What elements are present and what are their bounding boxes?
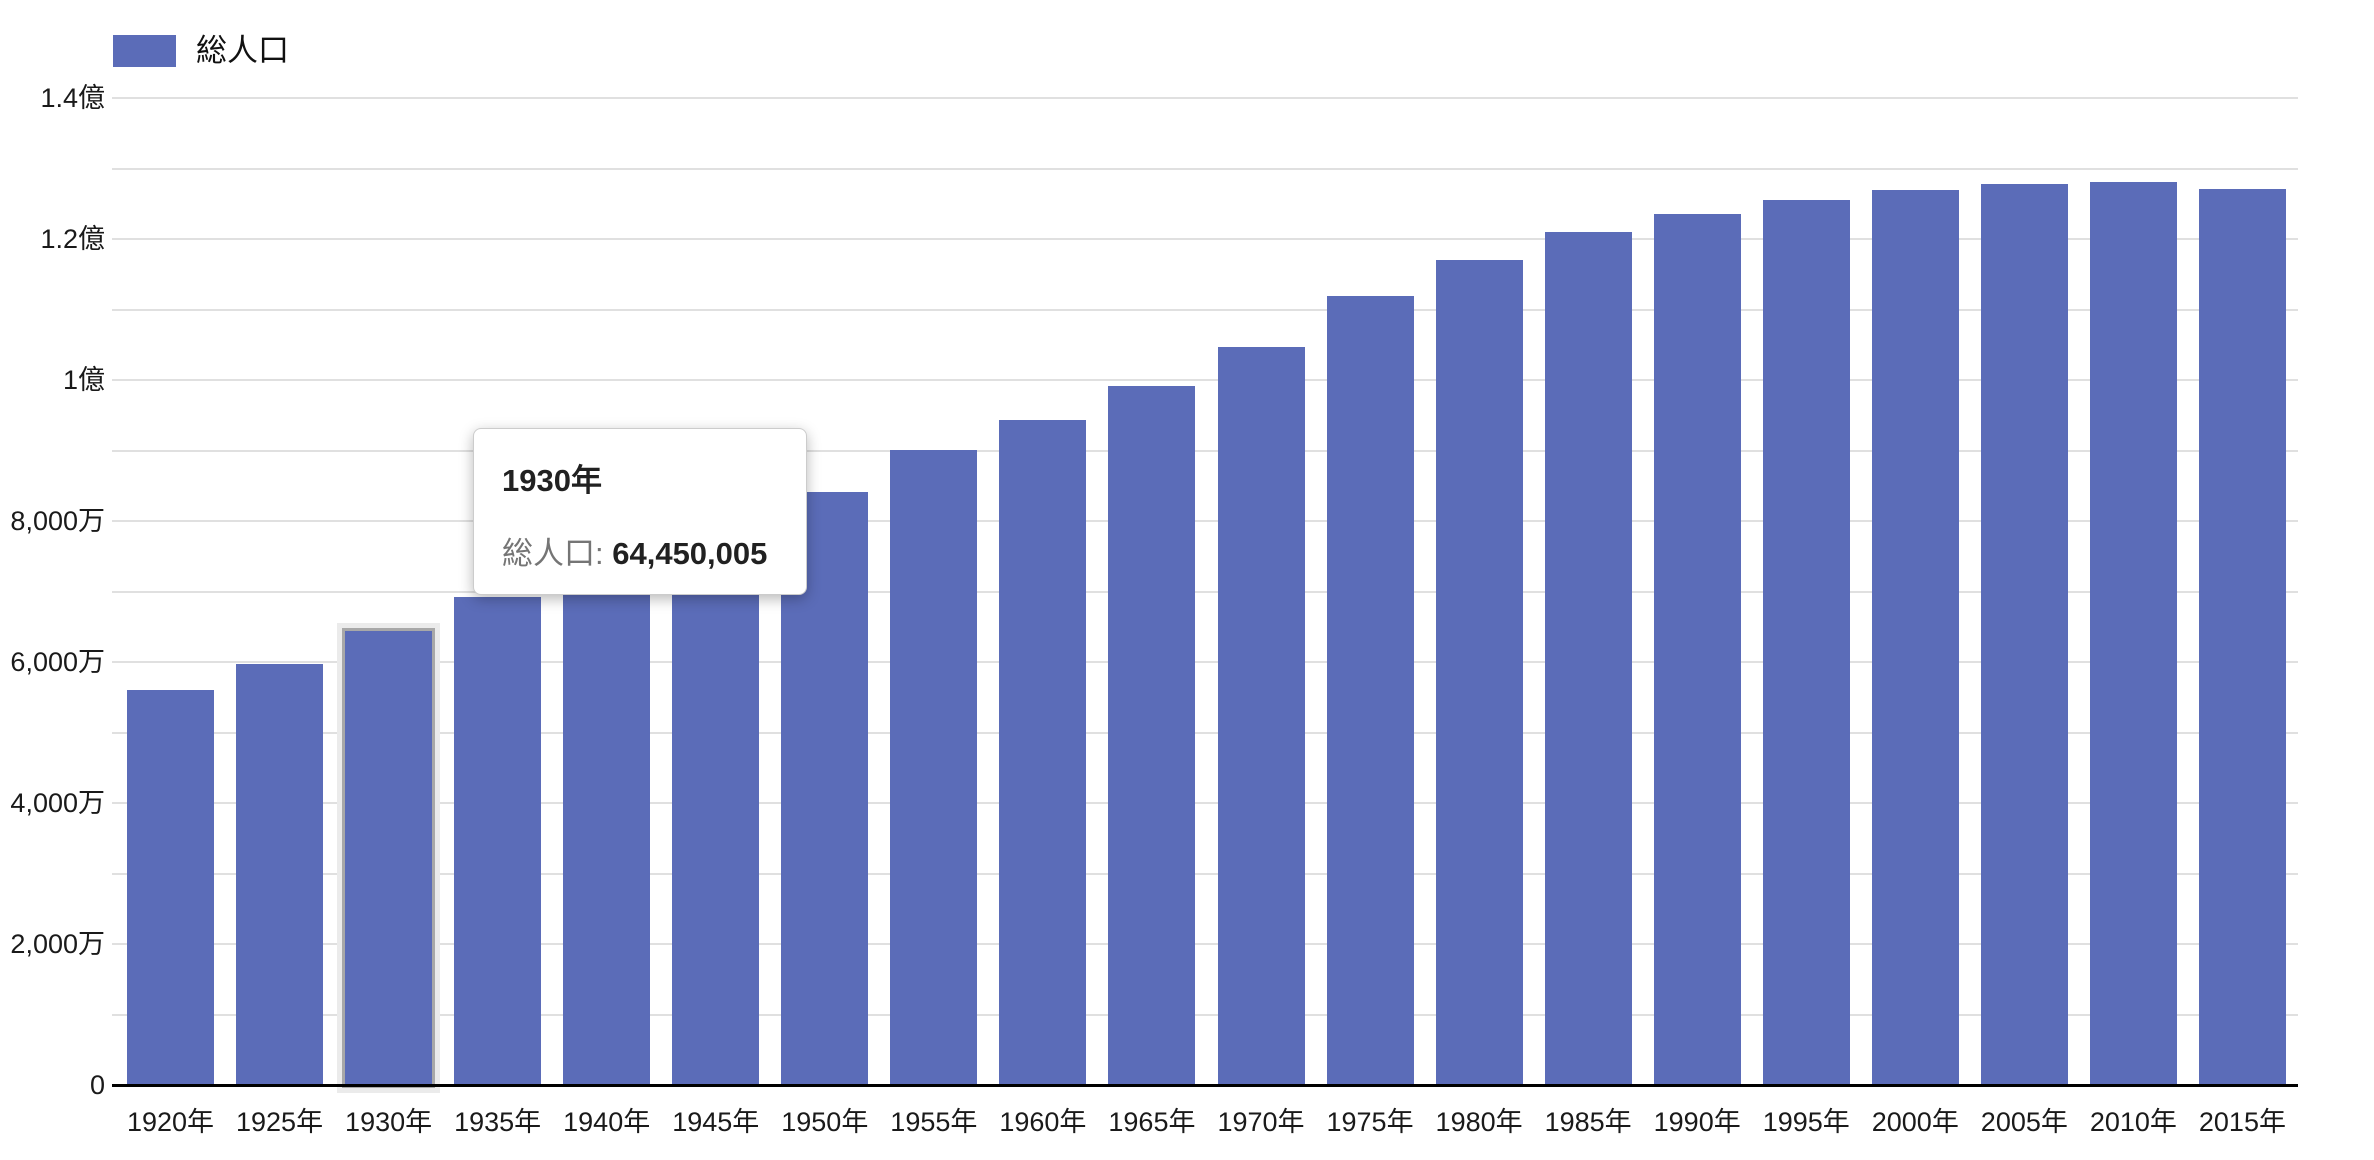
legend: 総人口 bbox=[113, 35, 289, 67]
legend-item-total-population[interactable]: 総人口 bbox=[113, 35, 289, 67]
bar-1990年[interactable] bbox=[1653, 213, 1741, 1085]
y-axis-tick-label: 6,000万 bbox=[10, 647, 105, 677]
y-axis-tick-label: 1.2億 bbox=[40, 224, 105, 254]
gridline bbox=[112, 97, 2298, 99]
bar-1970年[interactable] bbox=[1217, 347, 1305, 1085]
gridline bbox=[112, 308, 2298, 311]
x-axis-tick-label: 1930年 bbox=[345, 1107, 433, 1137]
bar-1945年[interactable] bbox=[672, 577, 760, 1085]
gridline bbox=[112, 590, 2298, 593]
x-axis-tick-label: 2015年 bbox=[2198, 1107, 2286, 1137]
x-axis-tick-label: 1995年 bbox=[1762, 1107, 1850, 1137]
gridline bbox=[112, 449, 2298, 452]
bar-1975年[interactable] bbox=[1326, 295, 1414, 1085]
y-axis-tick-label: 4,000万 bbox=[10, 788, 105, 818]
bar-1995年[interactable] bbox=[1762, 199, 1850, 1085]
x-axis-tick-label: 1925年 bbox=[236, 1107, 324, 1137]
x-axis-tick-label: 1920年 bbox=[126, 1107, 215, 1137]
x-axis-tick-label: 1980年 bbox=[1435, 1107, 1523, 1137]
bar-1960年[interactable] bbox=[999, 420, 1087, 1085]
y-axis-tick-label: 8,000万 bbox=[10, 506, 105, 536]
y-axis-tick-label: 2,000万 bbox=[10, 929, 105, 959]
tooltip-title: 1930年 bbox=[502, 463, 602, 498]
gridline bbox=[112, 1013, 2298, 1016]
x-axis-tick-label: 1950年 bbox=[781, 1107, 869, 1137]
bar-1935年[interactable] bbox=[454, 596, 542, 1085]
x-axis-tick-label: 1945年 bbox=[672, 1107, 760, 1137]
x-axis-tick-label: 2000年 bbox=[1871, 1107, 1959, 1137]
bar-1930年[interactable] bbox=[345, 630, 433, 1085]
bar-1985年[interactable] bbox=[1544, 231, 1632, 1085]
x-axis-tick-label: 1960年 bbox=[999, 1107, 1087, 1137]
gridline bbox=[112, 520, 2298, 522]
gridline bbox=[112, 731, 2298, 734]
x-axis-tick-label: 1990年 bbox=[1653, 1107, 1741, 1137]
bar-1940年[interactable] bbox=[563, 569, 651, 1085]
gridline bbox=[112, 167, 2298, 170]
bar-1920年[interactable] bbox=[127, 690, 214, 1085]
bar-1955年[interactable] bbox=[890, 449, 978, 1085]
y-axis-tick-label: 1.4億 bbox=[40, 83, 105, 113]
bar-1965年[interactable] bbox=[1108, 385, 1196, 1085]
x-axis-tick-label: 1985年 bbox=[1544, 1107, 1632, 1137]
gridline bbox=[112, 802, 2298, 804]
x-axis-tick-label: 1955年 bbox=[890, 1107, 978, 1137]
gridline bbox=[112, 943, 2298, 945]
gridline bbox=[112, 661, 2298, 663]
y-axis-tick-label: 0 bbox=[89, 1070, 105, 1100]
tooltip-separator: : bbox=[595, 536, 613, 571]
legend-label: 総人口 bbox=[196, 33, 289, 68]
tooltip-value-line: 総人口: 64,450,005 bbox=[502, 538, 778, 569]
gridline bbox=[112, 872, 2298, 875]
bar-2010年[interactable] bbox=[2089, 182, 2177, 1085]
gridline bbox=[112, 379, 2298, 381]
tooltip: 1930年 総人口: 64,450,005 bbox=[473, 428, 807, 595]
bar-2005年[interactable] bbox=[1980, 184, 2068, 1085]
y-axis-tick-label: 1億 bbox=[62, 365, 105, 395]
x-axis-tick-label: 1970年 bbox=[1217, 1107, 1305, 1137]
x-axis-tick-label: 1975年 bbox=[1326, 1107, 1414, 1137]
legend-swatch-icon bbox=[113, 35, 176, 67]
bar-2000年[interactable] bbox=[1871, 190, 1959, 1085]
bar-2015年[interactable] bbox=[2198, 188, 2286, 1085]
x-axis-line bbox=[112, 1084, 2298, 1087]
x-axis-tick-label: 1935年 bbox=[454, 1107, 542, 1137]
gridline bbox=[112, 238, 2298, 240]
bar-1925年[interactable] bbox=[236, 663, 324, 1085]
x-axis-tick-label: 2010年 bbox=[2089, 1107, 2177, 1137]
x-axis-tick-label: 1965年 bbox=[1108, 1107, 1196, 1137]
tooltip-value: 64,450,005 bbox=[612, 536, 768, 571]
bar-1980年[interactable] bbox=[1435, 259, 1523, 1085]
x-axis-tick-label: 2005年 bbox=[1980, 1107, 2068, 1137]
x-axis-tick-label: 1940年 bbox=[563, 1107, 651, 1137]
tooltip-series-label: 総人口 bbox=[502, 536, 595, 571]
